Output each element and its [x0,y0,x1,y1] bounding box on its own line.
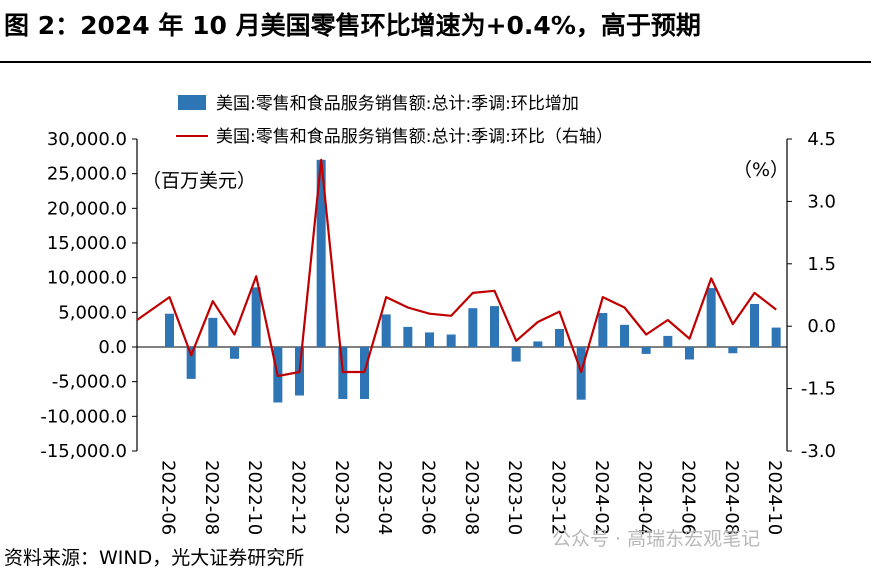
bar [685,347,694,360]
x-tick-label: 2023-10 [504,460,525,535]
watermark: 公众号 · 高瑞东宏观笔记 [552,528,761,550]
title-divider [0,61,871,63]
bar [251,287,261,347]
left-tick-label: 25,000.0 [47,164,127,185]
left-tick-label: 0.0 [98,337,127,358]
left-tick-label: 20,000.0 [47,198,127,219]
bar [446,334,456,347]
right-axis-ticks: 4.5 3.0 1.5 0.0 -1.5 -3.0 [787,129,836,462]
bar [230,347,239,359]
left-tick-label: -10,000.0 [40,406,127,427]
right-tick-label: -1.5 [801,379,836,400]
right-tick-label: -3.0 [801,441,836,462]
left-unit-label: （百万美元） [142,170,256,192]
bar [165,313,174,347]
x-tick-label: 2024-06 [678,460,699,535]
x-tick-label: 2024-04 [634,460,655,535]
right-tick-label: 0.0 [807,316,836,337]
bar [598,313,608,347]
left-axis-ticks: 30,000.0 25,000.0 20,000.0 15,000.0 10,000.0… [40,129,137,462]
x-tick-label: 2023-06 [418,460,439,535]
left-tick-label: -5,000.0 [52,372,127,393]
legend-bar-swatch [178,95,206,110]
bar [490,306,499,347]
bar [728,347,738,354]
bar [511,347,521,362]
x-tick-label: 2023-04 [374,460,395,535]
left-tick-label: 15,000.0 [47,233,127,254]
left-tick-label: 5,000.0 [58,302,127,323]
bar [576,347,586,400]
bar [186,347,196,379]
bar [771,327,781,347]
left-tick-label: 10,000.0 [47,268,127,289]
bar [533,341,543,347]
x-tick-label: 2023-02 [331,460,352,535]
bar [620,324,629,347]
bar [750,304,759,347]
source-note: 资料来源：WIND，光大证券研究所 [4,547,305,569]
page-title: 图 2：2024 年 10 月美国零售环比增速为+0.4%，高于预期 [4,11,701,40]
x-tick-label: 2024-10 [764,460,785,535]
left-tick-label: -15,000.0 [40,441,127,462]
bar [403,326,413,347]
bar [425,332,434,347]
series-line [136,158,777,378]
x-tick-label: 2023-12 [548,460,569,535]
bar [468,308,478,347]
legend-line-label: 美国:零售和食品服务销售额:总计:季调:环比（右轴） [216,127,613,147]
x-tick-label: 2022-12 [288,460,309,535]
left-tick-label: 30,000.0 [47,129,127,150]
line-series [136,158,777,378]
right-tick-label: 1.5 [807,254,836,275]
bar [663,335,673,347]
bar [706,288,716,347]
right-tick-label: 3.0 [807,191,836,212]
x-tick-label: 2024-02 [591,460,612,535]
x-tick-label: 2022-10 [244,460,265,535]
right-tick-label: 4.5 [807,129,836,150]
x-tick-label: 2024-08 [721,460,742,535]
x-tick-label: 2022-06 [158,460,179,535]
legend-bar-label: 美国:零售和食品服务销售额:总计:季调:环比增加 [216,94,579,114]
x-axis-ticks: 2022-06 2022-08 2022-10 2022-12 2023-02 2023-… [158,460,786,535]
x-tick-label: 2023-08 [461,460,482,535]
bar [381,314,391,347]
bar [555,328,564,347]
bar [316,159,326,347]
bar [641,347,651,354]
bar [208,317,218,347]
x-tick-label: 2022-08 [201,460,222,535]
right-unit-label: （%） [733,159,789,181]
